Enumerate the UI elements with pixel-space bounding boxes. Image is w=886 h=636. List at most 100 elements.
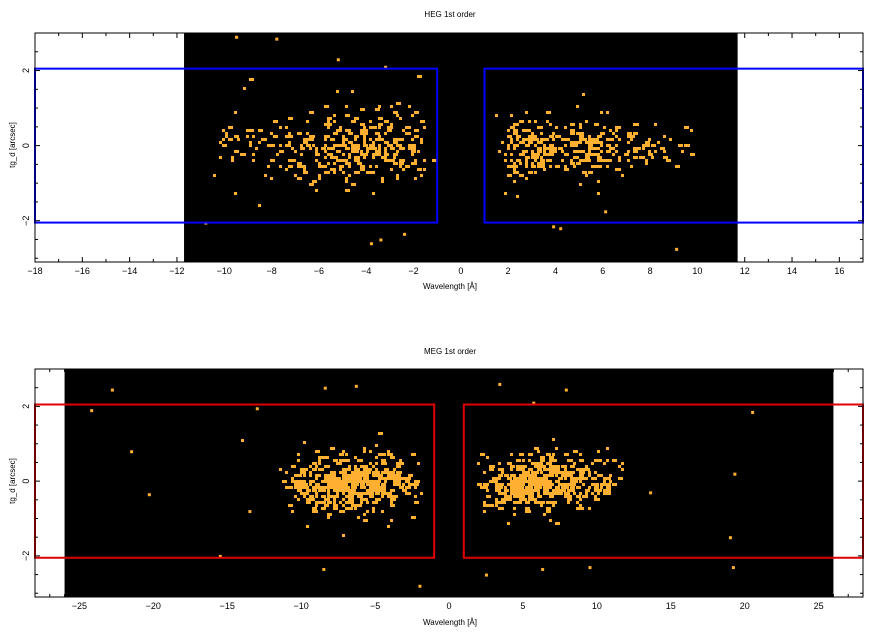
event-point [516, 480, 521, 483]
event-point [333, 495, 336, 498]
event-point [396, 465, 401, 468]
event-point [300, 147, 305, 150]
x-tick-label: −25 [72, 601, 87, 611]
event-point [375, 483, 380, 486]
event-point [531, 477, 536, 480]
event-point [378, 105, 381, 108]
event-point [315, 450, 320, 453]
event-point [297, 453, 300, 456]
event-point [555, 135, 560, 138]
event-point [546, 501, 551, 504]
event-point [567, 492, 570, 495]
event-point [579, 480, 582, 483]
event-point [570, 144, 573, 147]
event-point [504, 489, 509, 492]
event-point [279, 165, 282, 168]
event-point [546, 468, 549, 471]
event-point [534, 465, 537, 468]
event-point [570, 471, 575, 474]
event-point [339, 453, 344, 456]
event-point [285, 126, 288, 129]
event-point [393, 495, 398, 498]
event-point [552, 438, 555, 441]
event-point [393, 468, 396, 471]
event-point [363, 153, 368, 156]
event-point [585, 495, 588, 498]
event-point [534, 171, 537, 174]
event-point [558, 471, 561, 474]
event-point [612, 153, 615, 156]
event-point [669, 138, 672, 141]
event-point [516, 135, 521, 138]
event-point [579, 453, 582, 456]
event-point [339, 144, 344, 147]
event-point [534, 462, 537, 465]
event-point [348, 162, 351, 165]
event-point [375, 501, 378, 504]
event-point [555, 471, 558, 474]
event-point [378, 477, 383, 480]
event-point [339, 501, 342, 504]
event-point [615, 144, 618, 147]
event-point [342, 489, 345, 492]
event-point [582, 468, 585, 471]
event-point [384, 480, 387, 483]
event-point [279, 468, 282, 471]
event-point [345, 489, 350, 492]
event-point [384, 132, 387, 135]
event-point [534, 447, 539, 450]
event-point [348, 465, 351, 468]
event-point [249, 144, 252, 147]
event-point [387, 477, 390, 480]
event-point [399, 144, 402, 147]
event-point [528, 171, 533, 174]
event-point [504, 153, 507, 156]
event-point [540, 132, 543, 135]
event-point [477, 483, 482, 486]
event-point [339, 486, 344, 489]
event-point [564, 468, 567, 471]
event-point [252, 153, 255, 156]
event-point [597, 147, 600, 150]
event-point [561, 159, 564, 162]
event-point [618, 477, 623, 480]
event-point [498, 501, 501, 504]
event-point [354, 465, 357, 468]
event-point [516, 465, 521, 468]
event-point [633, 156, 638, 159]
event-point [513, 480, 516, 483]
event-point [507, 462, 512, 465]
event-point [324, 156, 327, 159]
event-point [597, 492, 600, 495]
event-point [576, 477, 579, 480]
event-point [366, 171, 369, 174]
event-point [360, 153, 363, 156]
event-point [318, 462, 321, 465]
event-point [543, 168, 546, 171]
event-point [333, 507, 338, 510]
event-point [414, 162, 417, 165]
event-point [366, 501, 369, 504]
event-point [219, 141, 222, 144]
event-point [543, 150, 546, 153]
event-point [534, 156, 539, 159]
event-point [351, 150, 354, 153]
event-point [351, 144, 356, 147]
event-point [585, 468, 590, 471]
event-point [372, 507, 375, 510]
event-point [516, 468, 521, 471]
event-point [393, 156, 396, 159]
event-point [510, 159, 513, 162]
event-point [525, 474, 528, 477]
event-point [690, 129, 693, 132]
event-point [516, 477, 519, 480]
event-point [375, 486, 378, 489]
event-point [528, 495, 533, 498]
event-point [591, 492, 594, 495]
event-point [564, 153, 569, 156]
event-point [387, 453, 392, 456]
event-point [531, 135, 534, 138]
event-point [270, 177, 273, 180]
event-point [528, 129, 531, 132]
event-point [411, 144, 416, 147]
